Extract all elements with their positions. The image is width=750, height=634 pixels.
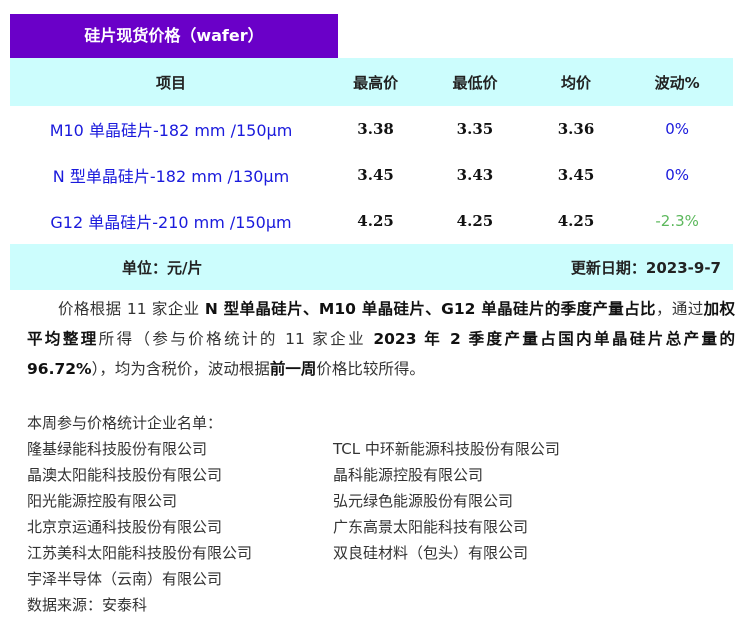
table-row: M10 单晶硅片-182 mm /150μm 3.38 3.35 3.36 0%: [10, 106, 733, 152]
paragraph-segment: 前一周: [269, 360, 317, 378]
company-list: 本周参与价格统计企业名单： 隆基绿能科技股份有限公司 晶澳太阳能科技股份有限公司阳…: [27, 410, 727, 614]
company-name: 阳光能源控股有限公司: [27, 492, 178, 510]
paragraph-segment: N 型单晶硅片、M10 单晶硅片、G12 单晶硅片的季度产量占比: [204, 300, 656, 318]
company-name: 晶科能源控股有限公司: [333, 466, 484, 484]
company-name: 双良硅材料（包头）有限公司: [333, 544, 529, 562]
paragraph-segment: ），均为含税价，波动根据: [91, 360, 270, 378]
header-high: 最高价: [353, 73, 399, 92]
high-price: 4.25: [357, 212, 394, 230]
unit-label: 单位：元/片: [122, 258, 203, 277]
paragraph-segment: 价格根据 11 家企业: [58, 300, 205, 318]
product-name: G12 单晶硅片-210 mm /150μm: [50, 213, 292, 232]
company-name: 弘元绿色能源股份有限公司: [333, 492, 514, 510]
paragraph-segment: 加权平均整理: [27, 300, 735, 348]
header-change: 波动%: [654, 73, 700, 92]
company-name: 晶澳太阳能科技股份有限公司: [27, 466, 223, 484]
product-name: M10 单晶硅片-182 mm /150μm: [49, 121, 293, 140]
company-name: 北京京运通科技股份有限公司: [27, 518, 223, 536]
data-source: 数据来源：安泰科: [27, 596, 148, 614]
price-table: 项目 最高价 最低价 均价 波动% M10 单晶硅片-182 mm /150μm…: [10, 58, 733, 290]
description-paragraph: 价格根据 11 家企业 N 型单晶硅片、M10 单晶硅片、G12 单晶硅片的季度…: [27, 294, 735, 384]
header-avg: 均价: [561, 73, 592, 92]
company-name: 隆基绿能科技股份有限公司: [27, 440, 208, 458]
header-item: 项目: [155, 73, 186, 92]
price-change: 0%: [665, 120, 690, 138]
table-footer-row: 单位：元/片 更新日期：2023-9-7: [10, 244, 733, 290]
low-price: 3.35: [456, 120, 494, 138]
company-list-heading: 本周参与价格统计企业名单：: [27, 414, 223, 432]
company-name: 宇泽半导体（云南）有限公司: [27, 570, 223, 588]
paragraph-segment: 所得（参与价格统计的 11 家企业: [98, 330, 374, 348]
update-date: 更新日期：2023-9-7: [570, 258, 721, 277]
price-change: -2.3%: [655, 212, 699, 230]
avg-price: 3.36: [557, 120, 595, 138]
company-name: 广东高景太阳能科技有限公司: [333, 518, 529, 536]
table-row: G12 单晶硅片-210 mm /150μm 4.25 4.25 4.25 -2.3%: [10, 198, 733, 244]
avg-price: 3.45: [557, 166, 595, 184]
header-low: 最低价: [452, 73, 498, 92]
table-row: N 型单晶硅片-182 mm /130μm 3.45 3.43 3.45 0%: [10, 152, 733, 198]
table-header-row: 项目 最高价 最低价 均价 波动%: [10, 58, 733, 106]
company-name: 江苏美科太阳能科技股份有限公司: [27, 544, 253, 562]
low-price: 3.43: [456, 166, 494, 184]
product-name: N 型单晶硅片-182 mm /130μm: [52, 167, 290, 186]
paragraph-segment: ，通过: [655, 300, 704, 318]
price-change: 0%: [665, 166, 690, 184]
table-title: 硅片现货价格（wafer）: [10, 14, 338, 58]
company-name: TCL 中环新能源科技股份有限公司: [333, 440, 560, 458]
high-price: 3.38: [357, 120, 394, 138]
paragraph-segment: 价格比较所得。: [316, 360, 425, 378]
avg-price: 4.25: [557, 212, 595, 230]
company-column-left: 隆基绿能科技股份有限公司 晶澳太阳能科技股份有限公司 阳光能源控股有限公司北京京运通…: [27, 436, 252, 592]
high-price: 3.45: [357, 166, 394, 184]
company-column-right: TCL 中环新能源科技股份有限公司 晶科能源控股有限公司弘元绿色能源股份有限公司广…: [333, 436, 560, 566]
low-price: 4.25: [456, 212, 494, 230]
paragraph-segment: 2023 年 2 季度产量占国内单晶硅片总产量的 96.72%: [27, 330, 735, 378]
